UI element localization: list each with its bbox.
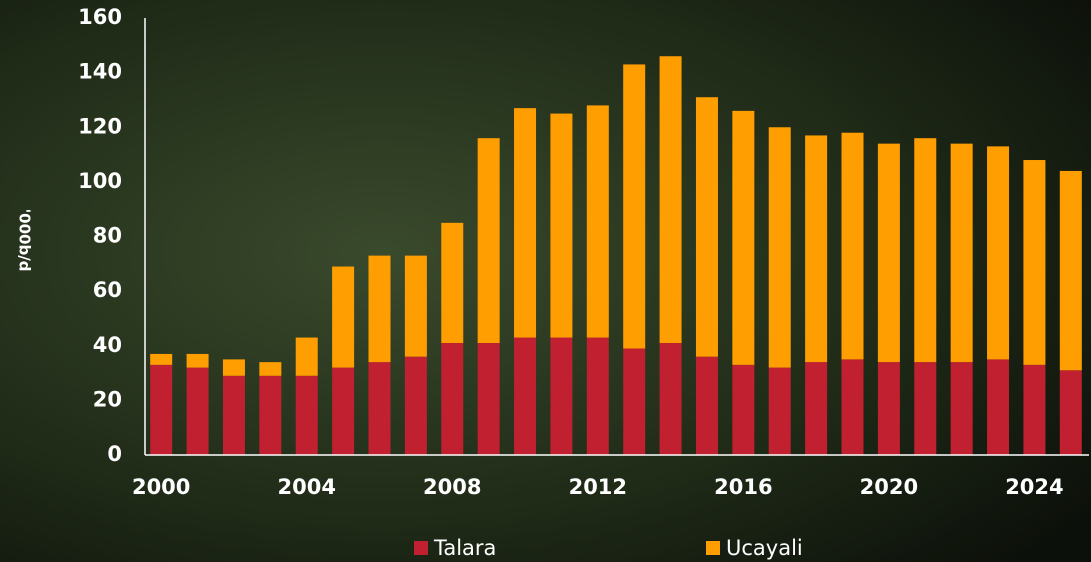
legend-label: Talara: [433, 536, 496, 560]
bar-segment: [222, 359, 245, 376]
bar-segment: [550, 337, 573, 455]
bar-segment: [659, 56, 682, 344]
bar-segment: [987, 146, 1010, 360]
y-tick-label: 60: [93, 278, 122, 302]
y-tick-label: 40: [93, 333, 122, 357]
y-axis-label: '000b/d: [16, 209, 34, 272]
x-tick-label: 2024: [1005, 475, 1063, 499]
x-tick-label: 2012: [569, 475, 627, 499]
bar-segment: [150, 364, 173, 455]
y-tick-label: 160: [78, 5, 122, 29]
bar-segment: [623, 64, 646, 349]
bar-segment: [222, 375, 245, 455]
y-tick-label: 100: [78, 169, 122, 193]
legend-label: Ucayali: [726, 536, 803, 560]
y-tick-label: 20: [93, 387, 122, 411]
x-tick-label: 2008: [423, 475, 481, 499]
bar-segment: [768, 367, 791, 455]
bar-segment: [259, 375, 282, 455]
bar-segment: [1059, 170, 1082, 371]
y-tick-label: 140: [78, 60, 122, 84]
bar-segment: [805, 362, 828, 455]
bar-segment: [259, 362, 282, 376]
legend-swatch: [706, 541, 720, 555]
bar-segment: [877, 362, 900, 455]
bar-segment: [150, 353, 173, 365]
bar-segment: [877, 143, 900, 363]
bar-segment: [659, 343, 682, 455]
bar-segment: [514, 108, 537, 338]
bar-segment: [914, 138, 937, 363]
bar-segment: [695, 356, 718, 455]
bar-segment: [514, 337, 537, 455]
y-tick-label: 80: [93, 224, 122, 248]
bar-segment: [586, 337, 609, 455]
bar-segment: [914, 362, 937, 455]
x-tick-label: 2016: [714, 475, 772, 499]
bar-segment: [550, 113, 573, 338]
bar-segment: [295, 337, 318, 376]
y-tick-label: 120: [78, 114, 122, 138]
bar-segment: [186, 367, 209, 455]
bar-segment: [404, 356, 427, 455]
bar-segment: [623, 348, 646, 455]
x-tick-label: 2000: [132, 475, 190, 499]
bar-segment: [441, 343, 464, 455]
bar-segment: [1023, 364, 1046, 455]
bar-segment: [1059, 370, 1082, 455]
bar-segment: [586, 105, 609, 338]
bar-segment: [732, 364, 755, 455]
bar-segment: [186, 353, 209, 368]
bar-segment: [1023, 160, 1046, 365]
bar-segment: [477, 138, 500, 344]
bar-segment: [441, 222, 464, 344]
bar-segment: [841, 132, 864, 360]
bar-segment: [404, 255, 427, 357]
x-tick-label: 2004: [278, 475, 336, 499]
bar-segment: [368, 255, 391, 363]
bar-segment: [695, 97, 718, 357]
bar-segment: [987, 359, 1010, 455]
bar-segment: [950, 362, 973, 455]
bar-segment: [477, 343, 500, 455]
bar-segment: [805, 135, 828, 363]
bar-segment: [841, 359, 864, 455]
bar-segment: [332, 367, 355, 455]
bar-segment: [332, 266, 355, 368]
y-tick-label: 0: [107, 442, 122, 466]
bar-segment: [732, 110, 755, 365]
x-tick-label: 2020: [860, 475, 918, 499]
legend-swatch: [414, 541, 428, 555]
bar-segment: [295, 375, 318, 455]
bar-segment: [950, 143, 973, 363]
bar-segment: [368, 362, 391, 455]
bar-segment: [768, 127, 791, 368]
